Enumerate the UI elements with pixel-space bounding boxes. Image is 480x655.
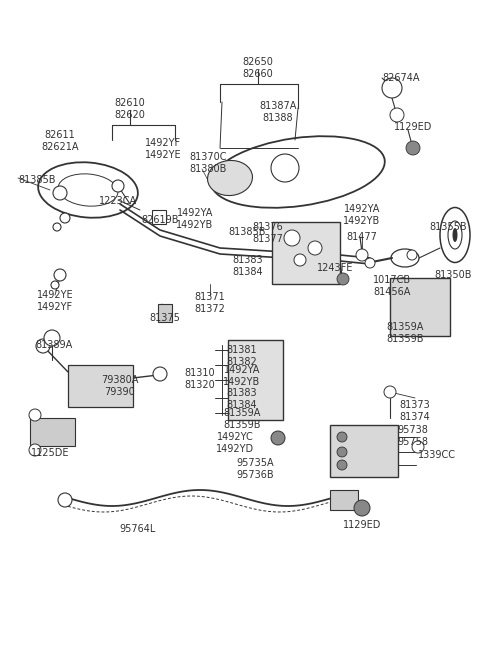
Circle shape [384,386,396,398]
Circle shape [54,269,66,281]
Text: 81375: 81375 [150,313,180,323]
Bar [272,222,340,284]
Bar [330,490,358,510]
Bar [330,425,398,477]
Text: 81373
81374: 81373 81374 [400,400,431,422]
Ellipse shape [453,228,457,242]
Text: 81359A
81359B: 81359A 81359B [386,322,424,344]
Text: 81359A
81359B: 81359A 81359B [223,408,261,430]
Circle shape [51,281,59,289]
Text: 81355B: 81355B [429,222,467,232]
Text: 1125DE: 1125DE [31,448,69,458]
Text: 81310
81320: 81310 81320 [185,368,216,390]
Ellipse shape [207,160,252,196]
Circle shape [406,141,420,155]
Text: 82611
82621A: 82611 82621A [41,130,79,151]
Text: 81477: 81477 [347,232,377,242]
Text: 1492YA
1492YB: 1492YA 1492YB [176,208,214,230]
Circle shape [53,186,67,200]
Text: 1492YF
1492YE: 1492YF 1492YE [144,138,181,160]
Text: 95764L: 95764L [120,524,156,534]
Circle shape [382,78,402,98]
Text: 1492YA
1492YB: 1492YA 1492YB [223,365,261,386]
Circle shape [44,330,60,346]
Circle shape [337,460,347,470]
Circle shape [271,154,299,182]
Text: 1129ED: 1129ED [394,122,432,132]
Circle shape [29,409,41,421]
Bar [68,365,133,407]
Text: 95738
95758: 95738 95758 [397,425,429,447]
Circle shape [29,444,41,456]
Text: 81383
81384: 81383 81384 [233,255,264,276]
Circle shape [308,241,322,255]
Text: 82674A: 82674A [382,73,420,83]
Circle shape [112,180,124,192]
Text: 1129ED: 1129ED [343,520,381,530]
Bar [390,278,450,336]
Bar [158,304,172,322]
Circle shape [153,367,167,381]
Text: 1492YE
1492YF: 1492YE 1492YF [36,290,73,312]
Text: 95735A
95736B: 95735A 95736B [236,458,274,479]
Bar [228,340,283,420]
Text: 81389A: 81389A [35,340,72,350]
Circle shape [412,441,424,453]
Text: 81383
81384: 81383 81384 [227,388,257,409]
Circle shape [284,230,300,246]
Text: 81387A
81388: 81387A 81388 [259,101,297,122]
Circle shape [294,254,306,266]
Circle shape [337,447,347,457]
Circle shape [60,213,70,223]
Circle shape [354,500,370,516]
Text: 81371
81372: 81371 81372 [194,292,226,314]
Text: 1339CC: 1339CC [418,450,456,460]
Text: 81350B: 81350B [434,270,472,280]
Text: 82619B: 82619B [141,215,179,225]
Text: 1492YA
1492YB: 1492YA 1492YB [343,204,381,225]
Text: 1492YC
1492YD: 1492YC 1492YD [216,432,254,454]
Circle shape [356,249,368,261]
Circle shape [337,273,349,285]
Circle shape [271,431,285,445]
Text: 81376
81377: 81376 81377 [252,222,283,244]
Text: 1223CA: 1223CA [99,196,137,206]
Text: 81385B: 81385B [18,175,56,185]
Text: 82650
82660: 82650 82660 [242,57,274,79]
Circle shape [337,432,347,442]
Text: 81385B: 81385B [228,227,265,237]
Text: 1243FE: 1243FE [317,263,353,273]
Text: 81381
81382: 81381 81382 [227,345,257,367]
Text: 82610
82620: 82610 82620 [115,98,145,120]
Bar [30,418,75,446]
Bar [152,210,166,224]
Circle shape [36,339,50,353]
Text: 81370C
81380B: 81370C 81380B [189,152,227,174]
Circle shape [390,108,404,122]
Text: 1017CB
81456A: 1017CB 81456A [373,275,411,297]
Circle shape [365,258,375,268]
Circle shape [58,493,72,507]
Circle shape [407,250,417,260]
Circle shape [53,223,61,231]
Text: 79380A
79390: 79380A 79390 [101,375,139,396]
